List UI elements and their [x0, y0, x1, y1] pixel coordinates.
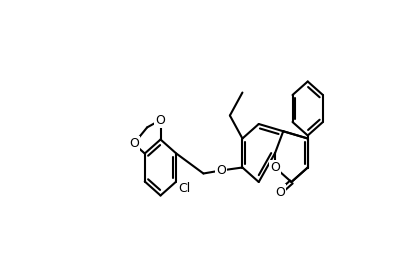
- Text: O: O: [155, 114, 165, 126]
- Text: O: O: [270, 161, 280, 174]
- Text: O: O: [129, 137, 139, 150]
- Text: O: O: [275, 186, 285, 199]
- Text: O: O: [216, 164, 226, 177]
- Text: Cl: Cl: [178, 182, 191, 195]
